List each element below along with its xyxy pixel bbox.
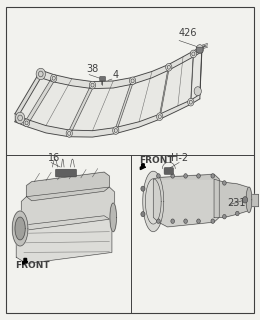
Circle shape [197,174,200,178]
Text: H-2: H-2 [171,153,188,163]
Polygon shape [153,174,219,179]
Circle shape [129,77,136,85]
Circle shape [89,81,96,89]
Circle shape [157,113,163,121]
Circle shape [166,63,172,71]
Polygon shape [143,171,164,232]
Polygon shape [21,187,114,230]
Circle shape [211,219,214,223]
Polygon shape [23,259,28,264]
Text: FRONT: FRONT [15,261,50,270]
FancyBboxPatch shape [196,47,203,52]
Circle shape [188,98,194,106]
Polygon shape [15,70,41,122]
Circle shape [51,75,57,82]
Text: 16: 16 [48,153,60,163]
Circle shape [211,174,214,178]
Polygon shape [246,187,252,212]
Polygon shape [116,77,133,133]
Polygon shape [214,179,248,217]
Circle shape [223,214,226,219]
FancyBboxPatch shape [100,76,106,81]
Polygon shape [12,211,28,246]
Polygon shape [15,94,200,137]
Circle shape [194,87,202,96]
Polygon shape [249,194,258,205]
Polygon shape [27,75,54,126]
Polygon shape [15,217,25,240]
Circle shape [223,181,226,185]
Polygon shape [27,172,109,201]
Text: FRONT: FRONT [139,156,174,165]
Circle shape [184,174,187,178]
FancyBboxPatch shape [164,168,173,174]
Circle shape [157,219,160,223]
FancyBboxPatch shape [56,169,76,177]
Circle shape [36,68,45,80]
Circle shape [66,130,72,137]
Polygon shape [41,46,202,89]
Circle shape [113,127,119,134]
Polygon shape [69,82,93,137]
Text: 38: 38 [86,64,98,74]
Circle shape [23,119,30,127]
Polygon shape [110,203,116,232]
Polygon shape [140,164,146,170]
Polygon shape [15,46,202,131]
Text: 426: 426 [179,28,197,38]
Circle shape [196,45,203,53]
Circle shape [141,186,145,191]
Circle shape [184,219,187,223]
Polygon shape [16,216,112,264]
Text: 231: 231 [227,198,245,208]
Text: 4: 4 [112,70,119,80]
Circle shape [171,219,174,223]
Polygon shape [191,51,193,104]
Circle shape [243,197,248,203]
Polygon shape [160,64,169,119]
Circle shape [236,211,239,216]
Polygon shape [153,174,219,227]
Circle shape [157,174,160,178]
Circle shape [141,212,145,217]
Circle shape [15,112,25,124]
Circle shape [190,50,197,58]
Circle shape [197,219,200,223]
Circle shape [171,174,174,178]
